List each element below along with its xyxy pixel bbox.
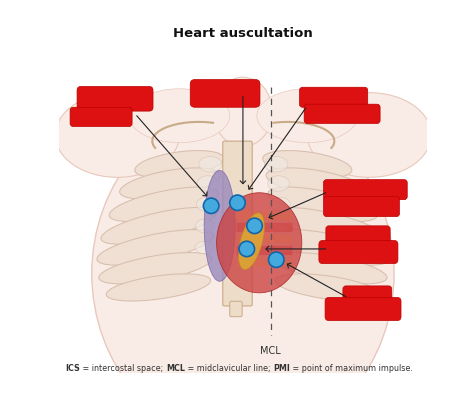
Ellipse shape xyxy=(263,150,352,178)
FancyBboxPatch shape xyxy=(70,107,132,127)
Circle shape xyxy=(268,252,284,267)
FancyBboxPatch shape xyxy=(343,286,392,302)
Ellipse shape xyxy=(268,187,377,222)
Ellipse shape xyxy=(196,219,214,233)
Text: PMI: PMI xyxy=(273,365,290,373)
Ellipse shape xyxy=(97,230,214,265)
FancyBboxPatch shape xyxy=(325,297,401,321)
FancyBboxPatch shape xyxy=(324,197,400,217)
FancyBboxPatch shape xyxy=(326,226,390,244)
Ellipse shape xyxy=(264,157,288,172)
Ellipse shape xyxy=(268,176,290,191)
Ellipse shape xyxy=(99,253,212,284)
Ellipse shape xyxy=(195,241,213,253)
Ellipse shape xyxy=(257,89,357,143)
Ellipse shape xyxy=(101,207,216,244)
Ellipse shape xyxy=(273,241,292,253)
Ellipse shape xyxy=(204,171,235,281)
Ellipse shape xyxy=(274,253,387,284)
Text: = midclavicular line;: = midclavicular line; xyxy=(185,365,273,373)
Circle shape xyxy=(239,241,255,257)
Ellipse shape xyxy=(275,274,380,301)
Ellipse shape xyxy=(197,176,219,191)
Ellipse shape xyxy=(135,150,224,178)
Text: MCL: MCL xyxy=(260,346,281,356)
FancyBboxPatch shape xyxy=(304,104,380,124)
Ellipse shape xyxy=(307,93,431,177)
Ellipse shape xyxy=(270,197,290,211)
Ellipse shape xyxy=(213,77,273,147)
FancyBboxPatch shape xyxy=(230,301,242,317)
Circle shape xyxy=(247,218,262,233)
FancyBboxPatch shape xyxy=(223,141,252,306)
FancyBboxPatch shape xyxy=(77,86,153,111)
Ellipse shape xyxy=(196,197,217,211)
Ellipse shape xyxy=(273,219,291,233)
Ellipse shape xyxy=(55,93,179,177)
Circle shape xyxy=(230,195,245,210)
Ellipse shape xyxy=(109,187,219,222)
FancyBboxPatch shape xyxy=(237,257,292,266)
Ellipse shape xyxy=(199,157,222,172)
Circle shape xyxy=(203,198,219,214)
Text: MCL: MCL xyxy=(166,365,185,373)
Ellipse shape xyxy=(217,193,302,293)
Ellipse shape xyxy=(92,104,394,419)
Text: = intercostal space;: = intercostal space; xyxy=(80,365,166,373)
Ellipse shape xyxy=(129,89,230,143)
FancyBboxPatch shape xyxy=(237,234,292,243)
FancyBboxPatch shape xyxy=(324,180,407,200)
FancyBboxPatch shape xyxy=(237,223,292,232)
Ellipse shape xyxy=(238,213,264,270)
Ellipse shape xyxy=(106,274,210,301)
FancyBboxPatch shape xyxy=(190,80,260,107)
FancyBboxPatch shape xyxy=(300,87,368,107)
Ellipse shape xyxy=(119,168,220,199)
Text: ICS: ICS xyxy=(65,365,80,373)
Text: = point of maximum impulse.: = point of maximum impulse. xyxy=(290,365,413,373)
Ellipse shape xyxy=(273,230,390,265)
FancyBboxPatch shape xyxy=(319,241,398,264)
Ellipse shape xyxy=(266,168,367,199)
Ellipse shape xyxy=(271,207,386,244)
Text: Heart auscultation: Heart auscultation xyxy=(173,26,313,39)
FancyBboxPatch shape xyxy=(237,246,292,255)
FancyBboxPatch shape xyxy=(237,211,292,220)
